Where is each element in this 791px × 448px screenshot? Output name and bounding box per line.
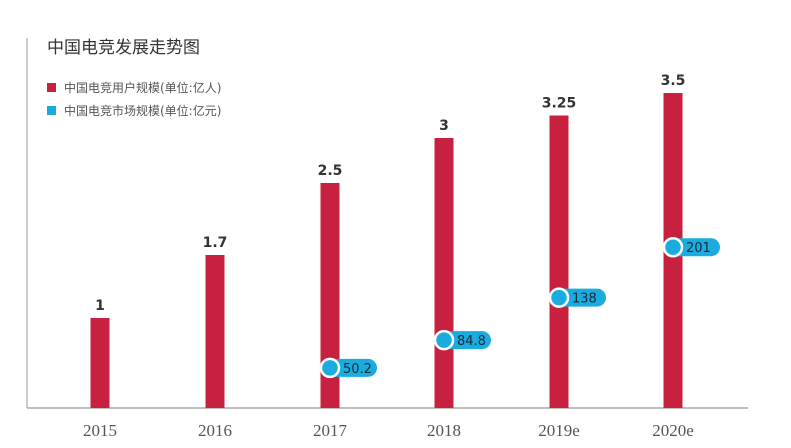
- x-tick-2019e: 2019e: [538, 421, 580, 440]
- legend: 中国电竞用户规模(单位:亿人) 中国电竞市场规模(单位:亿元): [47, 80, 221, 118]
- x-tick-2017: 2017: [313, 421, 348, 440]
- market-point-2019e: [548, 287, 570, 308]
- x-tick-2020e: 2020e: [652, 421, 694, 440]
- bar-value-label-2015: 1: [95, 298, 105, 314]
- market-marker-2020e: 201: [662, 236, 720, 258]
- market-marker-2017: 50.2: [319, 357, 377, 379]
- legend-swatch-market: [47, 106, 56, 115]
- legend-label-users: 中国电竞用户规模(单位:亿人): [64, 80, 221, 95]
- bar-value-label-2020e: 3.5: [661, 73, 686, 89]
- x-tick-labels: 2015 2016 2017 2018 2019e 2020e: [83, 421, 694, 440]
- bar-2019e: [549, 115, 569, 408]
- bar-2017: [320, 183, 340, 408]
- market-point-2017: [319, 357, 341, 379]
- x-tick-2016: 2016: [198, 421, 232, 440]
- legend-swatch-users: [47, 83, 56, 92]
- market-point-2020e: [662, 236, 684, 258]
- x-tick-2015: 2015: [83, 421, 117, 440]
- x-tick-2018: 2018: [427, 421, 461, 440]
- bar-value-label-2019e: 3.25: [542, 96, 577, 112]
- bar-value-label-2017: 2.5: [318, 163, 343, 179]
- market-value-label-2019e: 138: [572, 292, 597, 307]
- bar-2015: [90, 318, 110, 408]
- market-value-label-2017: 50.2: [343, 362, 372, 377]
- bar-2018: [434, 138, 454, 408]
- bars: [90, 93, 683, 408]
- market-point-2018: [433, 329, 455, 351]
- market-value-label-2018: 84.8: [457, 334, 486, 349]
- bar-value-label-2016: 1.7: [203, 235, 228, 251]
- market-markers: 50.2 84.8 138 201: [319, 236, 720, 379]
- chart-title: 中国电竞发展走势图: [47, 38, 200, 58]
- market-marker-2019e: 138: [548, 287, 606, 308]
- market-value-label-2020e: 201: [686, 241, 711, 256]
- bar-2016: [205, 255, 225, 408]
- bar-labels: 1 1.7 2.5 3 3.25 3.5: [95, 73, 685, 314]
- legend-label-market: 中国电竞市场规模(单位:亿元): [64, 103, 221, 118]
- market-marker-2018: 84.8: [433, 329, 491, 351]
- bar-value-label-2018: 3: [439, 118, 449, 134]
